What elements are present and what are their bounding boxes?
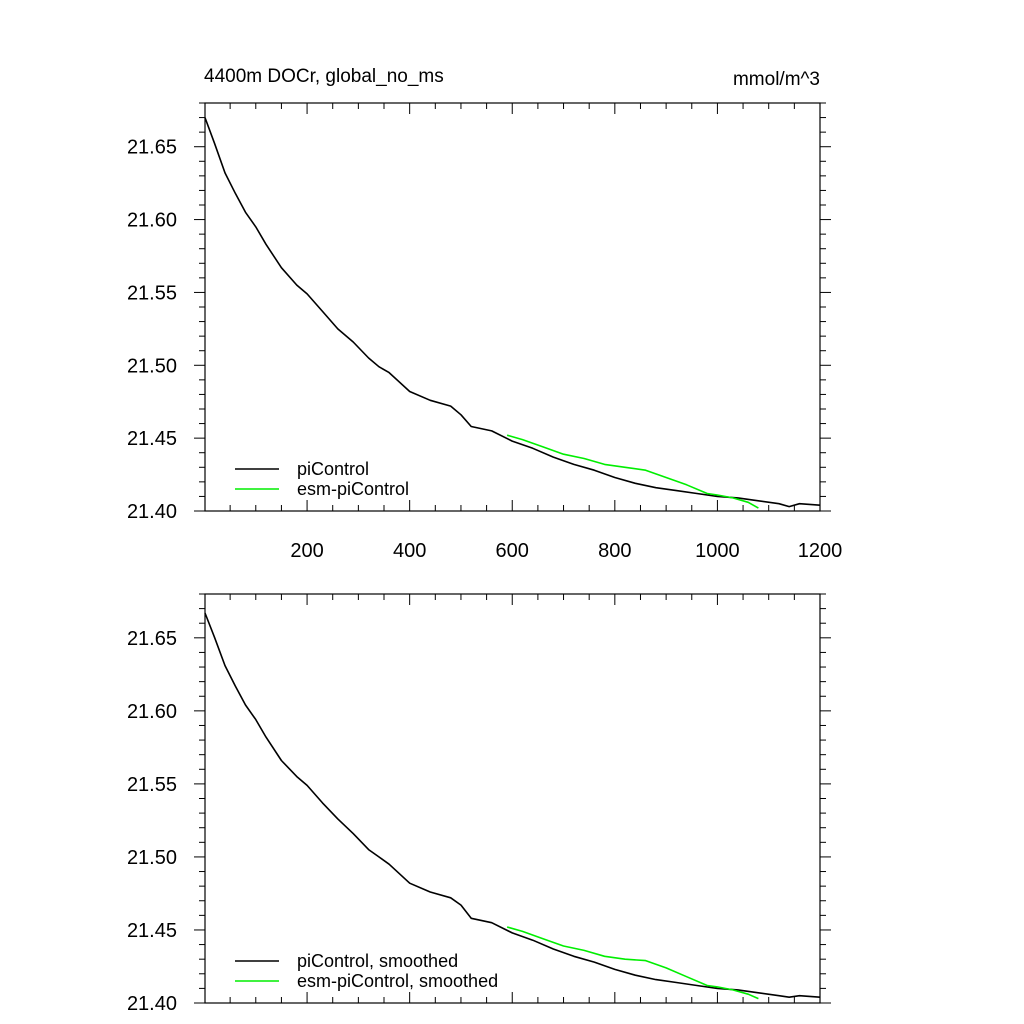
y-tick-label: 21.40 xyxy=(127,501,177,523)
x-tick-label: 200 xyxy=(290,540,323,562)
x-tick-label: 1000 xyxy=(695,540,740,562)
x-tick-label: 400 xyxy=(393,540,426,562)
legend-label: piControl, smoothed xyxy=(297,951,458,971)
legend-label: piControl xyxy=(297,459,369,479)
y-tick-label: 21.65 xyxy=(127,137,177,159)
series-line-esm-picontrol xyxy=(506,926,759,1000)
y-tick-label: 21.60 xyxy=(127,701,177,723)
bottom-panel: 21.40 21.45 21.50 21.55 21.60 21.65 piControl,… xyxy=(127,593,831,1015)
units-label: mmol/m^3 xyxy=(733,69,820,90)
x-tick-label: 600 xyxy=(496,540,529,562)
y-tick-label: 21.65 xyxy=(127,628,177,650)
y-tick-label: 21.50 xyxy=(127,847,177,869)
legend-label: esm-piControl xyxy=(297,479,409,499)
y-tick-label: 21.40 xyxy=(127,993,177,1015)
y-tick-label: 21.50 xyxy=(127,355,177,377)
legend-label: esm-piControl, smoothed xyxy=(297,971,498,991)
y-tick-label: 21.60 xyxy=(127,210,177,232)
y-tick-label: 21.55 xyxy=(127,282,177,304)
top-panel: 4400m DOCr, global_no_ms mmol/m^3 200 400… xyxy=(127,66,842,562)
series-line-picontrol xyxy=(204,117,821,508)
x-tick-label: 1200 xyxy=(798,540,843,562)
y-tick-label: 21.55 xyxy=(127,774,177,796)
chart-title: 4400m DOCr, global_no_ms xyxy=(204,66,444,87)
series-line-picontrol xyxy=(204,612,821,999)
x-tick-label: 800 xyxy=(598,540,631,562)
y-tick-label: 21.45 xyxy=(127,428,177,450)
series-line-esm-picontrol xyxy=(506,434,759,509)
y-tick-label: 21.45 xyxy=(127,920,177,942)
